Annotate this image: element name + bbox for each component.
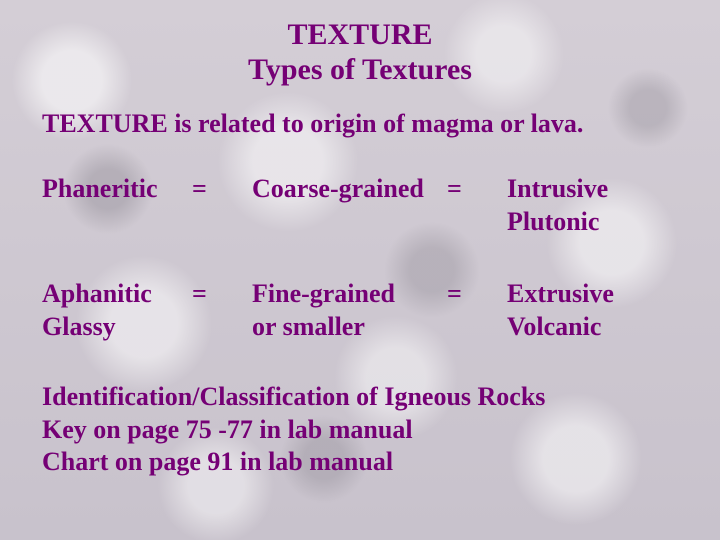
slide-title: TEXTURE Types of Textures [42,18,678,87]
right-term-line2: Volcanic [507,311,678,344]
right-term-line1: Extrusive [507,278,678,311]
left-term: Phaneritic [42,174,158,203]
mid-term-line2: or smaller [252,311,447,344]
spacer-row [42,238,678,278]
footer-line-3: Chart on page 91 in lab manual [42,446,678,479]
mid-term-line1: Fine-grained [252,278,447,311]
left-term-line2: Glassy [42,311,192,344]
equals-sign: = [192,279,207,308]
equals-sign: = [447,174,462,203]
title-line-2: Types of Textures [42,53,678,88]
title-line-1: TEXTURE [42,18,678,53]
right-term-line2: Plutonic [507,206,678,239]
footer-line-2: Key on page 75 -77 in lab manual [42,414,678,447]
texture-table: Phaneritic = Coarse-grained = Intrusive … [42,173,678,343]
left-term-line1: Aphanitic [42,278,192,311]
footer-line-1: Identification/Classification of Igneous… [42,381,678,414]
table-row: Phaneritic = Coarse-grained = Intrusive … [42,173,678,238]
right-term-line1: Intrusive [507,173,678,206]
footer-block: Identification/Classification of Igneous… [42,381,678,479]
mid-term: Coarse-grained [252,174,424,203]
intro-text: TEXTURE is related to origin of magma or… [42,109,678,139]
table-row: Aphanitic Glassy = Fine-grained or small… [42,278,678,343]
slide: TEXTURE Types of Textures TEXTURE is rel… [0,0,720,540]
equals-sign: = [192,174,207,203]
equals-sign: = [447,279,462,308]
